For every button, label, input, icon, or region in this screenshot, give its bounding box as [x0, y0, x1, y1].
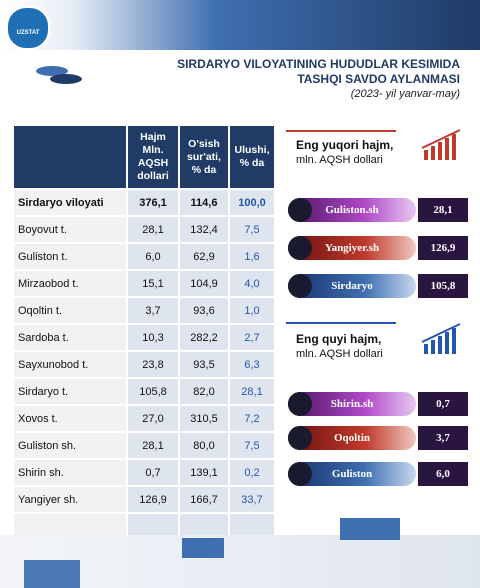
panel-subtitle: mln. AQSH dollari	[296, 348, 383, 360]
table-cell: 100,0	[228, 188, 276, 217]
item-dot	[288, 462, 312, 486]
table-cell: 1,0	[228, 296, 276, 325]
table-cell: 82,0	[178, 377, 230, 406]
title: SIRDARYO VILOYATINING HUDUDLAR KESIMIDA …	[177, 57, 460, 86]
top-banner	[0, 0, 480, 50]
table-row: Sayxunobod t. 23,8 93,5 6,3	[12, 350, 276, 379]
bottom-deco	[0, 535, 480, 588]
bottom-deco	[340, 518, 400, 540]
table-cell: Shirin sh.	[12, 458, 128, 487]
table-cell: 132,4	[178, 215, 230, 244]
table-cell: 104,9	[178, 269, 230, 298]
item-value: 105,8	[418, 274, 468, 298]
item-dot	[288, 198, 312, 222]
column-header: Hajm Mln. AQSH dollari	[126, 124, 180, 190]
logo-text: UZSTAT	[16, 30, 40, 36]
table-row: Oqoltin t. 3,7 93,6 1,0	[12, 296, 276, 325]
bottom-deco	[24, 560, 80, 588]
table-cell: 62,9	[178, 242, 230, 271]
table-cell: 93,6	[178, 296, 230, 325]
table-cell: 7,5	[228, 431, 276, 460]
item-dot	[288, 392, 312, 416]
table-row: Xovos t. 27,0 310,5 7,2	[12, 404, 276, 433]
panel-subtitle: mln. AQSH dollari	[296, 154, 383, 166]
table-cell: 7,5	[228, 215, 276, 244]
table-cell: Guliston sh.	[12, 431, 128, 460]
up-icon	[421, 129, 461, 160]
period: (2023- yil yanvar-may)	[350, 88, 460, 100]
header-row: Hajm Mln. AQSH dollari O'sish sur'ati, % …	[12, 124, 276, 190]
item-name: Yangiyer.sh	[288, 236, 416, 260]
table-cell: Sirdaryo t.	[12, 377, 128, 406]
table-cell: 7,2	[228, 404, 276, 433]
column-header	[12, 124, 128, 190]
table-cell: 27,0	[126, 404, 180, 433]
table-cell: 2,7	[228, 323, 276, 352]
table-cell: 105,8	[126, 377, 180, 406]
table-cell: Boyovut t.	[12, 215, 128, 244]
table-cell: 3,7	[126, 296, 180, 325]
table-row: Boyovut t. 28,1 132,4 7,5	[12, 215, 276, 244]
table-row: Mirzaobod t. 15,1 104,9 4,0	[12, 269, 276, 298]
header-icon	[36, 66, 82, 84]
panel-frame	[286, 130, 396, 132]
table-row: Shirin sh. 0,7 139,1 0,2	[12, 458, 276, 487]
table-cell: 0,7	[126, 458, 180, 487]
table-cell: 376,1	[126, 188, 180, 217]
table-cell: Oqoltin t.	[12, 296, 128, 325]
table-cell: 23,8	[126, 350, 180, 379]
column-header: O'sish sur'ati, % da	[178, 124, 230, 190]
bottom-deco	[182, 538, 224, 558]
table-cell: 15,1	[126, 269, 180, 298]
table-cell: Sayxunobod t.	[12, 350, 128, 379]
item-name: Sirdaryo	[288, 274, 416, 298]
table-cell: 4,0	[228, 269, 276, 298]
table-cell: 166,7	[178, 485, 230, 514]
table-cell: Xovos t.	[12, 404, 128, 433]
panel-title: Eng quyi hajm,	[296, 332, 382, 346]
table-row: Sirdaryo t. 105,8 82,0 28,1	[12, 377, 276, 406]
table-cell: 28,1	[126, 215, 180, 244]
table-cell: Sardoba t.	[12, 323, 128, 352]
table-cell: Sirdaryo viloyati	[12, 188, 128, 217]
table-cell: 28,1	[228, 377, 276, 406]
logo	[6, 6, 50, 50]
table-cell: 0,2	[228, 458, 276, 487]
down-icon	[421, 323, 461, 354]
item-value: 3,7	[418, 426, 468, 450]
table-cell: 126,9	[126, 485, 180, 514]
column-header: Ulushi, % da	[228, 124, 276, 190]
panel-frame	[286, 322, 396, 324]
item-dot	[288, 274, 312, 298]
table-row: Sardoba t. 10,3 282,2 2,7	[12, 323, 276, 352]
item-value: 126,9	[418, 236, 468, 260]
panel-title: Eng yuqori hajm,	[296, 138, 394, 152]
table-cell: 1,6	[228, 242, 276, 271]
item-value: 0,7	[418, 392, 468, 416]
table-cell: 80,0	[178, 431, 230, 460]
table-cell: 114,6	[178, 188, 230, 217]
table-row: Guliston t. 6,0 62,9 1,6	[12, 242, 276, 271]
table-cell: 10,3	[126, 323, 180, 352]
table-cell: 282,2	[178, 323, 230, 352]
table-cell: 6,3	[228, 350, 276, 379]
table-cell: 93,5	[178, 350, 230, 379]
table-cell: 33,7	[228, 485, 276, 514]
data-table: Hajm Mln. AQSH dollari O'sish sur'ati, % …	[12, 124, 276, 541]
item-value: 6,0	[418, 462, 468, 486]
table-cell: Guliston t.	[12, 242, 128, 271]
table-cell: 139,1	[178, 458, 230, 487]
table-cell: Yangiyer sh.	[12, 485, 128, 514]
table-cell: 6,0	[126, 242, 180, 271]
table-cell: Mirzaobod t.	[12, 269, 128, 298]
table-row: Sirdaryo viloyati 376,1 114,6 100,0	[12, 188, 276, 217]
item-value: 28,1	[418, 198, 468, 222]
table-row: Yangiyer sh. 126,9 166,7 33,7	[12, 485, 276, 514]
table-cell: 310,5	[178, 404, 230, 433]
table-cell: 28,1	[126, 431, 180, 460]
table-row: Guliston sh. 28,1 80,0 7,5	[12, 431, 276, 460]
item-dot	[288, 236, 312, 260]
item-dot	[288, 426, 312, 450]
